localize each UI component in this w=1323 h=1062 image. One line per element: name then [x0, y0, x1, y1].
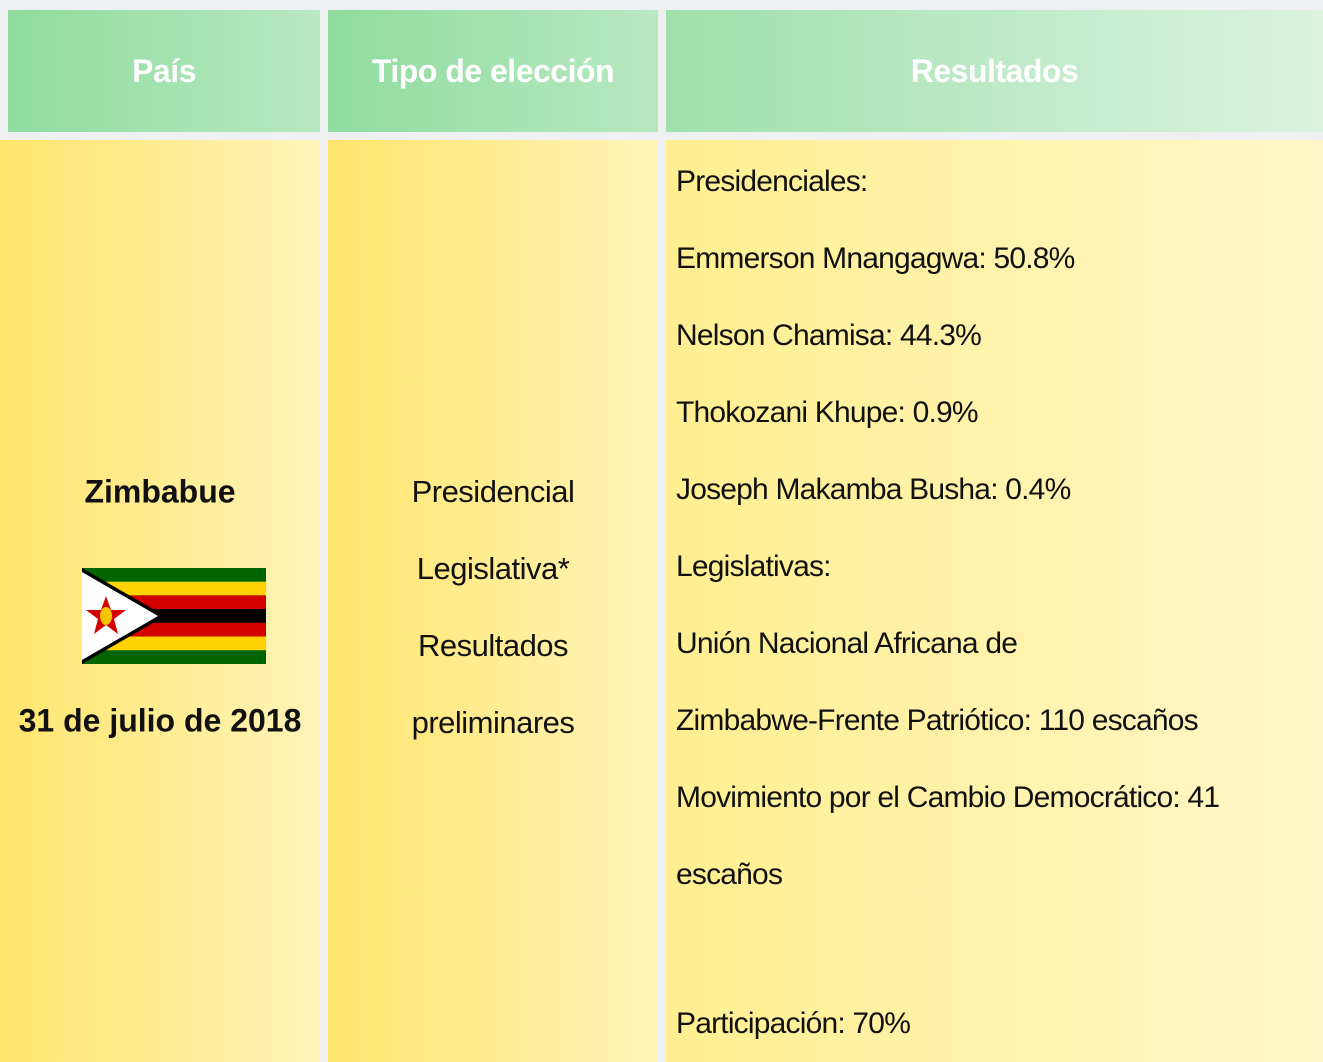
type-line: Resultados — [417, 628, 569, 663]
header-cell: Tipo de elección — [328, 10, 658, 132]
result-line: Unión Nacional Africana de — [676, 627, 1018, 660]
result-line: Nelson Chamisa: 44.3% — [676, 319, 982, 352]
header-cell: País — [8, 10, 320, 132]
result-line: Presidenciales: — [676, 165, 868, 198]
header-cell: Resultados — [666, 10, 1323, 132]
result-line: Participación: 70% — [676, 1007, 911, 1040]
header-text: Resultados — [910, 52, 1079, 89]
result-line: Movimiento por el Cambio Democrático: 41 — [676, 781, 1220, 814]
type-line: Presidencial — [411, 474, 575, 509]
type-cell: Presidencial Legislativa* Resultados prelim… — [328, 140, 658, 1062]
result-line: Emmerson Mnangagwa: 50.8% — [676, 242, 1075, 275]
header-text: País — [132, 52, 196, 89]
type-line: Legislativa* — [416, 551, 570, 586]
result-line: Joseph Makamba Busha: 0.4% — [676, 473, 1071, 506]
result-line: Legislativas: — [676, 550, 832, 583]
date: 31 de julio de 2018 — [18, 702, 302, 739]
header-text: Tipo de elección — [371, 52, 615, 89]
country-cell: Zimbabue 31 de julio de 2018 — [0, 140, 320, 1062]
type-line: preliminares — [411, 705, 575, 740]
result-line: Thokozani Khupe: 0.9% — [676, 396, 979, 429]
flag — [82, 568, 266, 664]
results-cell: Presidenciales: Emmerson Mnangagwa: 50.8%… — [666, 140, 1323, 1062]
result-line: escaños — [676, 858, 783, 891]
country: Zimbabue — [84, 473, 236, 510]
result-line: Zimbabwe-Frente Patriótico: 110 escaños — [676, 704, 1199, 737]
